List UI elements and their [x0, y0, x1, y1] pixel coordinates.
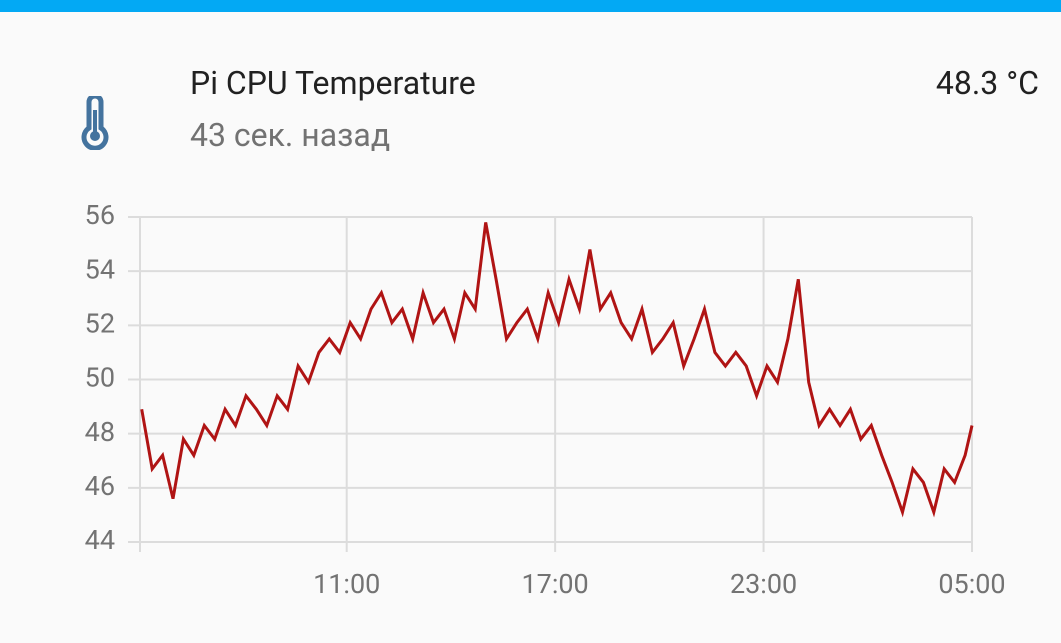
- x-tick-label: 17:00: [522, 568, 589, 600]
- y-tick-label: 46: [85, 470, 115, 502]
- y-tick-label: 50: [85, 362, 115, 394]
- y-tick-label: 52: [85, 307, 115, 339]
- y-tick-label: 56: [85, 199, 115, 231]
- entity-state: 48.3 °C: [935, 64, 1039, 102]
- x-tick-label: 23:00: [730, 568, 797, 600]
- last-changed: 43 сек. назад: [190, 116, 391, 154]
- y-tick-label: 44: [85, 524, 115, 556]
- temperature-line: [140, 222, 974, 518]
- thermometer-icon: [81, 96, 109, 150]
- entity-name[interactable]: Pi CPU Temperature: [190, 64, 476, 102]
- y-tick-label: 54: [85, 253, 115, 285]
- x-tick-label: 05:00: [938, 568, 1005, 600]
- top-bar: [0, 0, 1061, 12]
- x-tick-label: 11:00: [313, 568, 380, 600]
- history-card: Pi CPU Temperature 43 сек. назад 48.3 °C: [0, 12, 1061, 643]
- y-tick-label: 48: [85, 416, 115, 448]
